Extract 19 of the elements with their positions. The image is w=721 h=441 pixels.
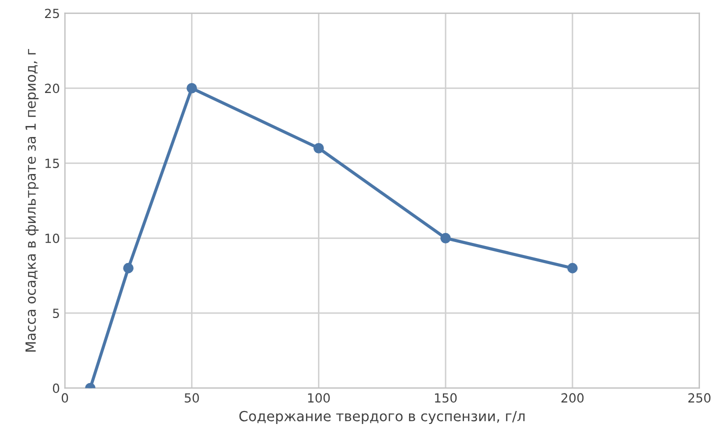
point (440, 232, 451, 244)
y-axis-title: Масса осадка в фильтрате за 1 период, г (26, 49, 39, 352)
point (567, 262, 578, 274)
x-axis-title: Содержание твердого в суспензии, г/л (239, 410, 525, 424)
y-tick-label: 10 (45, 234, 60, 244)
y-tick-label: 0 (52, 384, 60, 394)
point (123, 262, 134, 274)
y-tick-label: 15 (45, 158, 59, 168)
x-tick-label: 200 (561, 393, 584, 403)
x-tick-label: 250 (688, 393, 710, 403)
point (186, 82, 197, 94)
x-tick-label: 0 (62, 393, 68, 403)
x-tick-label: 50 (184, 393, 199, 403)
y-tick-label: 5 (53, 308, 59, 318)
point (313, 142, 324, 154)
x-tick-label: 100 (308, 393, 330, 403)
y-tick-label: 25 (45, 8, 59, 18)
y-tick-label: 20 (45, 84, 60, 94)
x-tick-label: 150 (435, 393, 457, 403)
